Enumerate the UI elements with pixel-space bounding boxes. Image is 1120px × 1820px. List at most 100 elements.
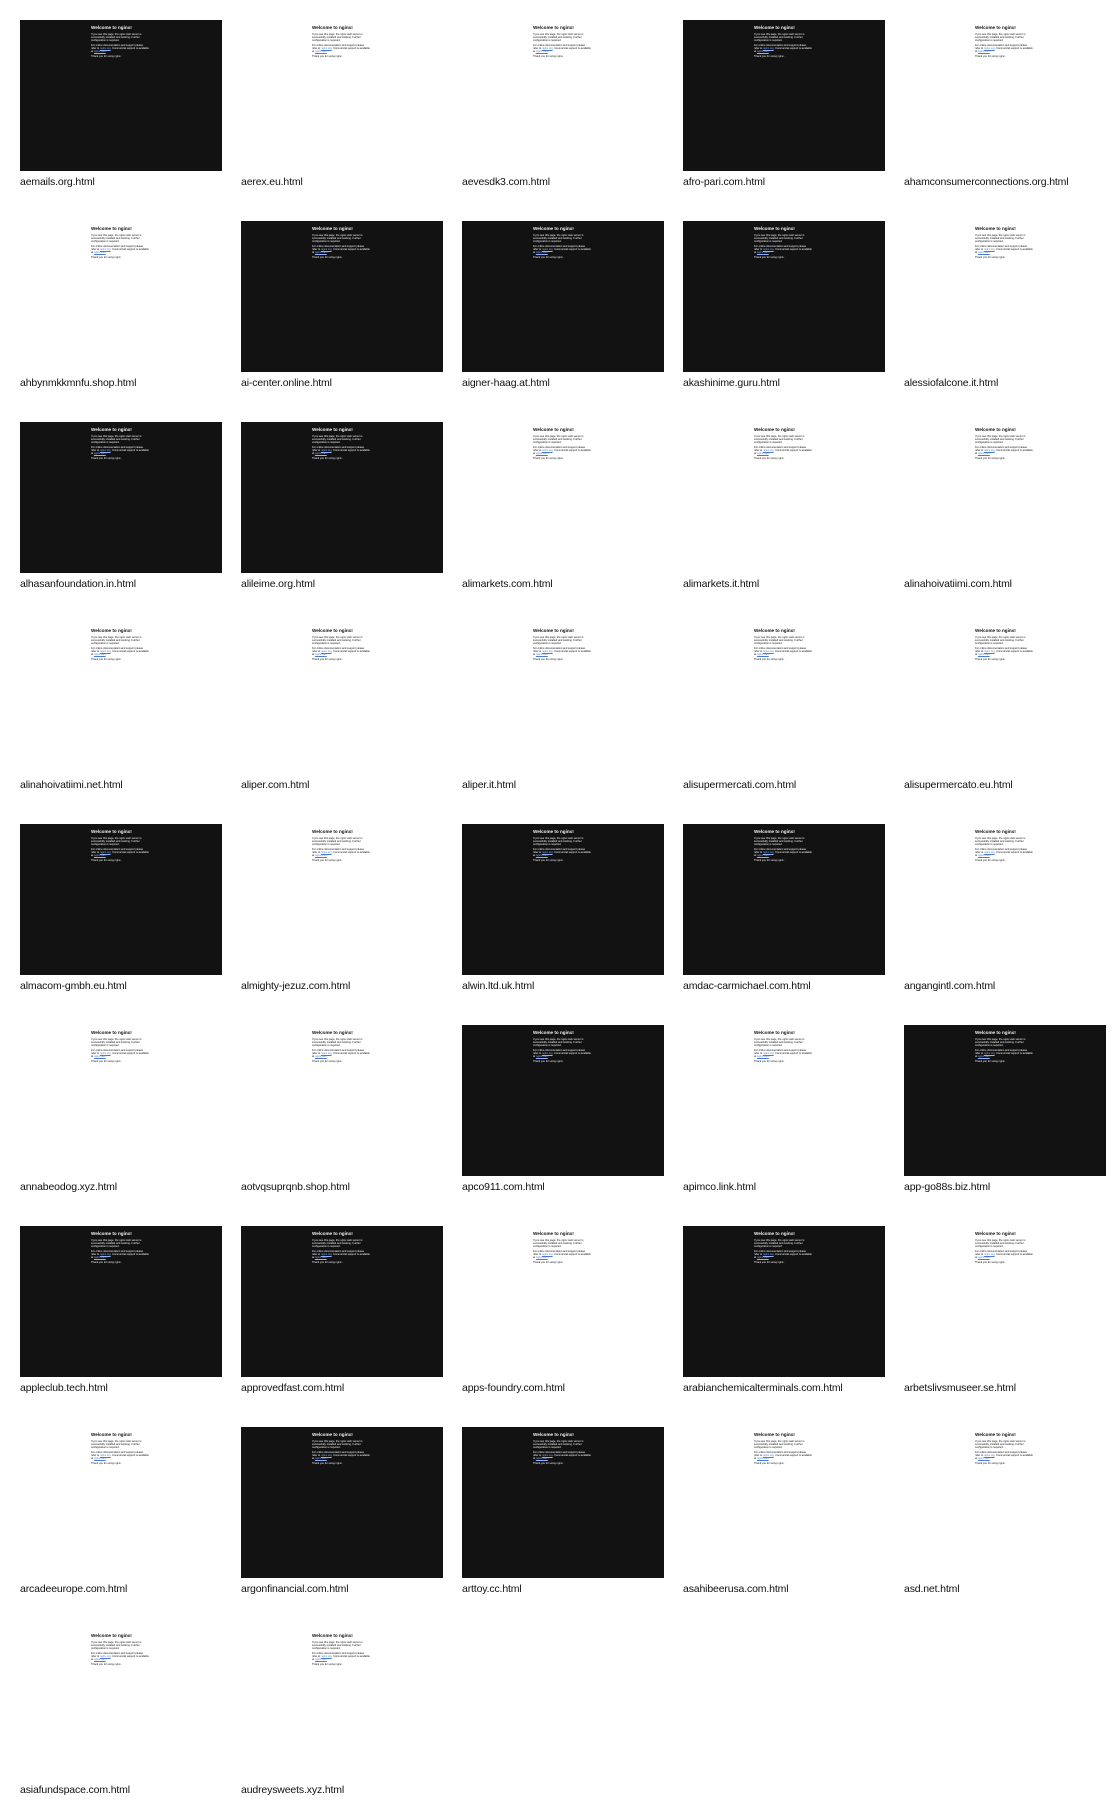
file-name-caption[interactable]: amdac-carmichael.com.html [683, 980, 811, 992]
file-name-caption[interactable]: aliper.com.html [241, 779, 310, 791]
thumbnail-tile[interactable]: Welcome to nginx! If you see this page, t… [20, 623, 222, 811]
preview-link[interactable]: nginx.com [977, 251, 990, 255]
preview-link[interactable]: nginx.org [983, 248, 995, 251]
file-name-caption[interactable]: arabianchemicalterminals.com.html [683, 1382, 843, 1394]
preview-link[interactable]: nginx.com [977, 452, 990, 456]
page-preview[interactable]: Welcome to nginx! If you see this page, t… [20, 221, 222, 372]
preview-link[interactable]: nginx.org [541, 449, 553, 452]
file-name-caption[interactable]: ai-center.online.html [241, 377, 332, 389]
preview-link[interactable]: nginx.org [762, 1052, 774, 1055]
preview-link[interactable]: nginx.com [93, 854, 106, 858]
file-name-caption[interactable]: apco911.com.html [462, 1181, 545, 1193]
page-preview[interactable]: Welcome to nginx! If you see this page, t… [20, 20, 222, 171]
page-preview[interactable]: Welcome to nginx! If you see this page, t… [20, 824, 222, 975]
file-name-caption[interactable]: arttoy.cc.html [462, 1583, 522, 1595]
page-preview[interactable]: Welcome to nginx! If you see this page, t… [904, 221, 1106, 372]
page-preview[interactable]: Welcome to nginx! If you see this page, t… [241, 1226, 443, 1377]
preview-link[interactable]: nginx.com [535, 653, 548, 657]
preview-link[interactable]: nginx.com [93, 251, 106, 255]
preview-link[interactable]: nginx.org [99, 47, 111, 50]
preview-link[interactable]: nginx.org [762, 851, 774, 854]
page-preview[interactable]: Welcome to nginx! If you see this page, t… [683, 824, 885, 975]
preview-link[interactable]: nginx.com [756, 50, 769, 54]
preview-link[interactable]: nginx.com [535, 251, 548, 255]
preview-link[interactable]: nginx.org [762, 47, 774, 50]
file-name-caption[interactable]: app-go88s.biz.html [904, 1181, 991, 1193]
page-preview[interactable]: Welcome to nginx! If you see this page, t… [20, 422, 222, 573]
preview-link[interactable]: nginx.com [535, 50, 548, 54]
page-preview[interactable]: Welcome to nginx! If you see this page, t… [462, 1226, 664, 1377]
thumbnail-tile[interactable]: Welcome to nginx! If you see this page, t… [904, 623, 1106, 811]
file-name-caption[interactable]: aigner-haag.at.html [462, 377, 550, 389]
preview-link[interactable]: nginx.org [762, 1253, 774, 1256]
page-preview[interactable]: Welcome to nginx! If you see this page, t… [241, 824, 443, 975]
page-preview[interactable]: Welcome to nginx! If you see this page, t… [683, 422, 885, 573]
page-preview[interactable]: Welcome to nginx! If you see this page, t… [462, 623, 664, 774]
thumbnail-tile[interactable]: Welcome to nginx! If you see this page, t… [462, 221, 664, 409]
preview-link[interactable]: nginx.org [541, 47, 553, 50]
file-name-caption[interactable]: angangintl.com.html [904, 980, 996, 992]
file-name-caption[interactable]: almacom-gmbh.eu.html [20, 980, 127, 992]
thumbnail-tile[interactable]: Welcome to nginx! If you see this page, t… [241, 20, 443, 208]
preview-link[interactable]: nginx.org [983, 851, 995, 854]
thumbnail-tile[interactable]: Welcome to nginx! If you see this page, t… [462, 824, 664, 1012]
thumbnail-tile[interactable]: Welcome to nginx! If you see this page, t… [20, 1025, 222, 1213]
preview-link[interactable]: nginx.org [99, 1052, 111, 1055]
file-name-caption[interactable]: approvedfast.com.html [241, 1382, 345, 1394]
file-name-caption[interactable]: alhasanfoundation.in.html [20, 578, 136, 590]
preview-link[interactable]: nginx.com [314, 854, 327, 858]
file-name-caption[interactable]: asiafundspace.com.html [20, 1784, 130, 1796]
preview-link[interactable]: nginx.com [977, 1256, 990, 1260]
preview-link[interactable]: nginx.com [756, 1457, 769, 1461]
file-name-caption[interactable]: aemails.org.html [20, 176, 95, 188]
preview-link[interactable]: nginx.com [93, 452, 106, 456]
preview-link[interactable]: nginx.com [314, 452, 327, 456]
page-preview[interactable]: Welcome to nginx! If you see this page, t… [904, 422, 1106, 573]
thumbnail-tile[interactable]: Welcome to nginx! If you see this page, t… [241, 1427, 443, 1615]
preview-link[interactable]: nginx.com [93, 1457, 106, 1461]
file-name-caption[interactable]: aotvqsuprqnb.shop.html [241, 1181, 350, 1193]
preview-link[interactable]: nginx.com [535, 1055, 548, 1059]
preview-link[interactable]: nginx.org [99, 1655, 111, 1658]
preview-link[interactable]: nginx.org [99, 1454, 111, 1457]
thumbnail-tile[interactable]: Welcome to nginx! If you see this page, t… [241, 824, 443, 1012]
page-preview[interactable]: Welcome to nginx! If you see this page, t… [241, 623, 443, 774]
preview-link[interactable]: nginx.com [977, 854, 990, 858]
preview-link[interactable]: nginx.com [756, 1055, 769, 1059]
page-preview[interactable]: Welcome to nginx! If you see this page, t… [462, 1427, 664, 1578]
file-name-caption[interactable]: alisupermercati.com.html [683, 779, 797, 791]
preview-link[interactable]: nginx.org [983, 1454, 995, 1457]
preview-link[interactable]: nginx.com [977, 1055, 990, 1059]
page-preview[interactable]: Welcome to nginx! If you see this page, t… [904, 623, 1106, 774]
preview-link[interactable]: nginx.org [541, 650, 553, 653]
preview-link[interactable]: nginx.com [314, 1658, 327, 1662]
page-preview[interactable]: Welcome to nginx! If you see this page, t… [904, 1226, 1106, 1377]
file-name-caption[interactable]: alisupermercato.eu.html [904, 779, 1013, 791]
thumbnail-tile[interactable]: Welcome to nginx! If you see this page, t… [683, 20, 885, 208]
preview-link[interactable]: nginx.org [983, 47, 995, 50]
preview-link[interactable]: nginx.org [762, 1454, 774, 1457]
preview-link[interactable]: nginx.org [320, 449, 332, 452]
preview-link[interactable]: nginx.org [541, 1253, 553, 1256]
file-name-caption[interactable]: arbetslivsmuseer.se.html [904, 1382, 1016, 1394]
page-preview[interactable]: Welcome to nginx! If you see this page, t… [462, 1025, 664, 1176]
file-name-caption[interactable]: apps-foundry.com.html [462, 1382, 565, 1394]
preview-link[interactable]: nginx.org [320, 47, 332, 50]
thumbnail-tile[interactable]: Welcome to nginx! If you see this page, t… [904, 20, 1106, 208]
preview-link[interactable]: nginx.com [756, 251, 769, 255]
preview-link[interactable]: nginx.com [535, 1256, 548, 1260]
file-name-caption[interactable]: arcadeeurope.com.html [20, 1583, 128, 1595]
thumbnail-tile[interactable]: Welcome to nginx! If you see this page, t… [20, 1628, 222, 1816]
page-preview[interactable]: Welcome to nginx! If you see this page, t… [683, 1226, 885, 1377]
preview-link[interactable]: nginx.org [983, 1253, 995, 1256]
file-name-caption[interactable]: alinahoivatiimi.com.html [904, 578, 1012, 590]
file-name-caption[interactable]: alwin.ltd.uk.html [462, 980, 535, 992]
thumbnail-tile[interactable]: Welcome to nginx! If you see this page, t… [20, 1226, 222, 1414]
thumbnail-tile[interactable]: Welcome to nginx! If you see this page, t… [904, 1226, 1106, 1414]
preview-link[interactable]: nginx.org [320, 1655, 332, 1658]
preview-link[interactable]: nginx.org [320, 650, 332, 653]
thumbnail-tile[interactable]: Welcome to nginx! If you see this page, t… [462, 1226, 664, 1414]
thumbnail-tile[interactable]: Welcome to nginx! If you see this page, t… [20, 824, 222, 1012]
preview-link[interactable]: nginx.org [983, 449, 995, 452]
page-preview[interactable]: Welcome to nginx! If you see this page, t… [241, 1025, 443, 1176]
